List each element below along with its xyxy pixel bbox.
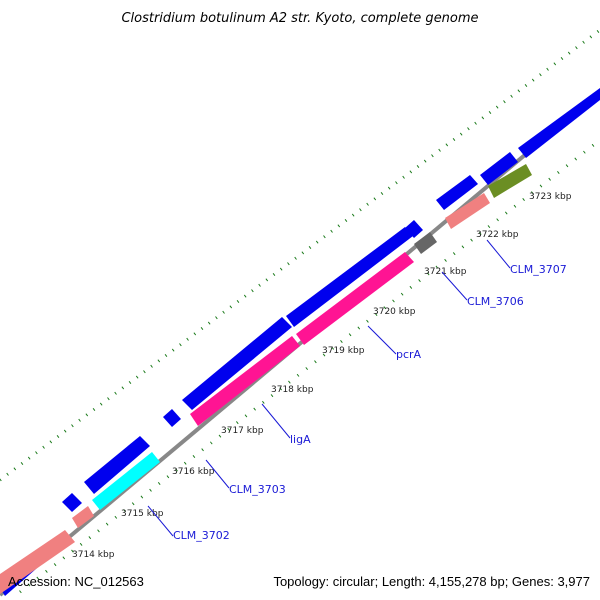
connector-pcra xyxy=(367,325,397,355)
tick-label-3716: 3716 kbp xyxy=(172,467,215,477)
gene-forward-2[interactable] xyxy=(62,493,82,512)
inner-dotted-track xyxy=(19,138,600,594)
gene-forward-5[interactable] xyxy=(182,317,292,410)
genome-summary-text: Topology: circular; Length: 4,155,278 bp… xyxy=(273,574,590,589)
gene-labels: CLM_3702 CLM_3703 ligA pcrA CLM_3706 CLM… xyxy=(173,263,567,542)
gene-salmon-3[interactable] xyxy=(445,193,490,229)
gene-salmon-2[interactable] xyxy=(72,506,94,528)
gene-forward-7[interactable] xyxy=(405,220,423,238)
label-connectors xyxy=(147,239,511,537)
gene-forward-8[interactable] xyxy=(436,175,478,210)
gene-label-clm3707[interactable]: CLM_3707 xyxy=(510,263,567,276)
tick-label-3719: 3719 kbp xyxy=(322,346,365,356)
accession-text: Accession: NC_012563 xyxy=(8,574,144,589)
gene-salmon-1[interactable] xyxy=(0,530,75,594)
connector-clm3703 xyxy=(205,459,230,489)
tick-label-3721: 3721 kbp xyxy=(424,267,467,277)
backbone-line xyxy=(0,90,600,597)
tick-label-3720: 3720 kbp xyxy=(373,307,416,317)
gene-label-clm3702[interactable]: CLM_3702 xyxy=(173,529,230,542)
gene-label-pcra[interactable]: pcrA xyxy=(396,348,422,361)
tick-label-3717: 3717 kbp xyxy=(221,426,264,436)
tick-label-3715: 3715 kbp xyxy=(121,509,164,519)
connector-clm3702 xyxy=(147,505,174,537)
gene-cyan-clm3702[interactable] xyxy=(92,452,160,510)
gene-forward-6[interactable] xyxy=(286,227,413,327)
reverse-strand-genes xyxy=(0,164,532,594)
connector-clm3707 xyxy=(486,239,511,269)
tick-label-3723: 3723 kbp xyxy=(529,192,572,202)
gene-magenta-pcra[interactable] xyxy=(296,252,414,345)
connector-clm3706 xyxy=(441,271,468,301)
gene-forward-9[interactable] xyxy=(480,152,518,185)
gene-gray-clm3706[interactable] xyxy=(414,232,437,254)
gene-label-clm3703[interactable]: CLM_3703 xyxy=(229,483,286,496)
gene-magenta-liga[interactable] xyxy=(190,336,300,426)
gene-label-clm3706[interactable]: CLM_3706 xyxy=(467,295,524,308)
gene-forward-4[interactable] xyxy=(163,409,181,427)
gene-forward-3[interactable] xyxy=(84,436,150,494)
tick-label-3714: 3714 kbp xyxy=(72,550,115,560)
gc-dotted-track xyxy=(0,28,600,482)
tick-label-3722: 3722 kbp xyxy=(476,230,519,240)
gene-forward-10[interactable] xyxy=(518,88,600,158)
map-title: Clostridium botulinum A2 str. Kyoto, com… xyxy=(121,11,478,26)
gene-olive-clm3707[interactable] xyxy=(488,164,532,198)
gene-label-liga[interactable]: ligA xyxy=(290,433,311,446)
tick-label-3718: 3718 kbp xyxy=(271,385,314,395)
connector-liga xyxy=(261,403,291,439)
tick-labels: 3714 kbp 3715 kbp 3716 kbp 3717 kbp 3718… xyxy=(72,192,572,560)
